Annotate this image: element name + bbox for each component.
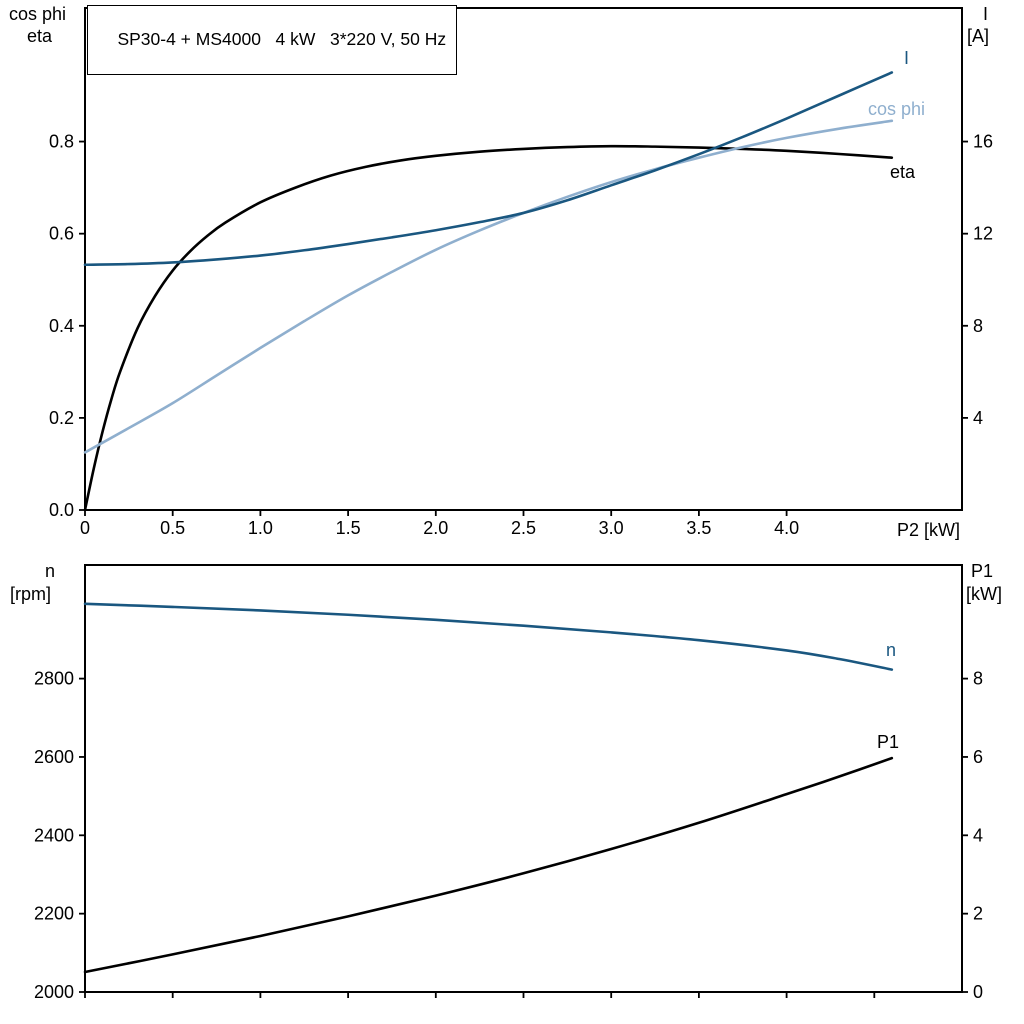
top-left-axis-label-eta: eta	[27, 26, 53, 46]
left-tick-label: 0.4	[49, 316, 74, 336]
left-tick-label: 0.6	[49, 224, 74, 244]
right-tick-label: 2	[973, 904, 983, 924]
x-tick-label: 4.0	[774, 518, 799, 538]
right-tick-label: 0	[973, 982, 983, 1002]
bottom-right-axis-label-kw: [kW]	[966, 584, 1002, 604]
x-tick-label: 1.5	[336, 518, 361, 538]
bottom-right-axis-label-p1: P1	[971, 561, 994, 581]
series-curve-cos-phi	[83, 119, 894, 454]
series-curve-i	[83, 71, 894, 267]
x-tick-label: 3.5	[686, 518, 711, 538]
right-tick-label: 4	[973, 825, 983, 845]
x-axis-label-p2kw: P2 [kW]	[897, 520, 961, 540]
bottom-left-axis-label-rpm: [rpm]	[10, 584, 52, 604]
right-tick-label: 4	[973, 408, 983, 428]
left-tick-label: 0.2	[49, 408, 74, 428]
x-tick-label: 0	[80, 518, 90, 538]
right-tick-label: 8	[973, 669, 983, 689]
curve-label-cosphi: cos phi	[868, 99, 926, 119]
chart-title: SP30-4 + MS4000 4 kW 3*220 V, 50 Hz	[117, 29, 447, 49]
series-curve-p1	[83, 756, 894, 974]
top-right-axis-label-amps: [A]	[967, 26, 990, 46]
curve-label-p1: P1	[877, 732, 900, 752]
chart-title-box: SP30-4 + MS4000 4 kW 3*220 V, 50 Hz	[87, 5, 458, 75]
series-curve-eta	[83, 144, 894, 512]
left-tick-label: 2200	[34, 904, 74, 924]
curve-label-eta: eta	[890, 162, 916, 182]
series-curve-n	[83, 602, 894, 671]
x-tick-label: 2.5	[511, 518, 536, 538]
top-left-axis-label-cosphi: cos phi	[9, 4, 67, 24]
right-tick-label: 6	[973, 747, 983, 767]
left-tick-label: 2800	[34, 669, 74, 689]
curve-label-i: I	[904, 48, 910, 68]
left-tick-label: 2600	[34, 747, 74, 767]
x-tick-label: 3.0	[599, 518, 624, 538]
right-tick-label: 16	[973, 132, 993, 152]
left-tick-label: 0.0	[49, 500, 74, 520]
left-tick-label: 2000	[34, 982, 74, 1002]
right-tick-label: 12	[973, 224, 993, 244]
x-tick-label: 0.5	[160, 518, 185, 538]
x-tick-label: 1.0	[248, 518, 273, 538]
x-tick-label: 2.0	[423, 518, 448, 538]
left-tick-label: 2400	[34, 825, 74, 845]
right-tick-label: 8	[973, 316, 983, 336]
bottom-left-axis-label-n: n	[45, 561, 56, 581]
curve-label-n: n	[886, 640, 897, 660]
left-tick-label: 0.8	[49, 132, 74, 152]
top-right-axis-label-i: I	[983, 4, 989, 24]
